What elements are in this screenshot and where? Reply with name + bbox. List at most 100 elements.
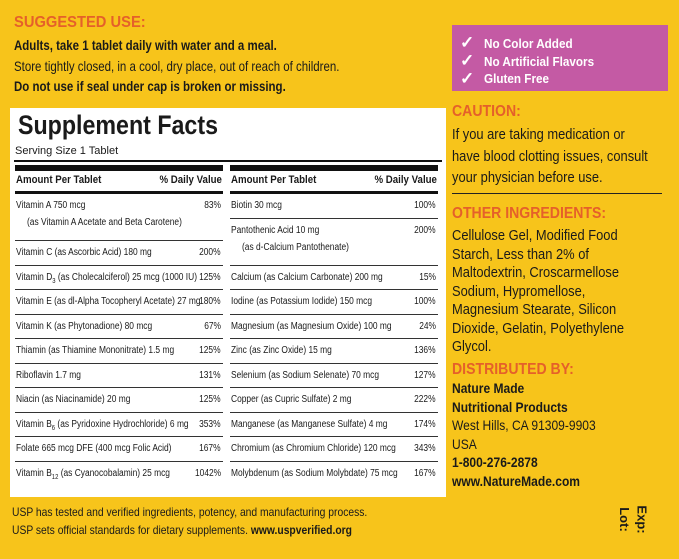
footer-link: www.uspverified.org bbox=[250, 523, 352, 537]
rule bbox=[14, 160, 442, 162]
nutrient-name: Magnesium (as Magnesium Oxide) 100 mg bbox=[231, 321, 392, 332]
daily-value: 67% bbox=[204, 320, 221, 332]
text-line: Glycol. bbox=[452, 338, 492, 355]
nutrient-name: Biotin 30 mcg bbox=[231, 200, 282, 211]
check-icon: ✓ bbox=[460, 69, 475, 88]
nutrient-name: Chromium (as Chromium Chloride) 120 mcg bbox=[231, 443, 396, 454]
nutrient-row: Calcium (as Calcium Carbonate) 200 mg 15% bbox=[230, 266, 438, 290]
name: Vitamin A 750 mcg bbox=[16, 200, 86, 211]
name: Vitamin B bbox=[16, 418, 52, 430]
badge-box bbox=[452, 25, 668, 91]
name: Vitamin B bbox=[16, 467, 52, 479]
facts-title: Supplement Facts bbox=[18, 110, 218, 140]
name: Thiamin (as Thiamine Mononitrate) 1.5 mg bbox=[16, 345, 175, 356]
check-icon: ✓ bbox=[460, 51, 475, 70]
footer-line: USP sets official standards for dietary … bbox=[12, 523, 352, 537]
nutrient-row: Biotin 30 mcg 100% bbox=[230, 194, 438, 219]
nutrient-row: Pantothenic Acid 10 mg (as d-Calcium Pant… bbox=[230, 219, 438, 266]
daily-value: 200% bbox=[199, 247, 221, 258]
detail: (as Cyanocobalamin) 25 mcg bbox=[60, 467, 170, 479]
daily-value: 24% bbox=[419, 320, 436, 332]
instruction: Store tightly closed, in a cool, dry pla… bbox=[14, 57, 340, 74]
daily-value: 222% bbox=[414, 394, 436, 405]
daily-value: 127% bbox=[414, 369, 436, 381]
text-line: Dioxide, Gelatin, Polyethylene bbox=[452, 319, 625, 337]
nutrient-name: Vitamin D3 (as Cholecalciferol) 25 mcg (… bbox=[16, 272, 197, 285]
exp-label: Exp: bbox=[634, 505, 650, 534]
name: Calcium (as Calcium Carbonate) 200 mg bbox=[231, 271, 383, 283]
text-line: www.NatureMade.com bbox=[452, 473, 581, 489]
header-amount: Amount Per Tablet bbox=[16, 174, 102, 186]
supplement-facts: Supplement Facts Serving Size 1 Tablet Amo… bbox=[10, 108, 446, 497]
nutrient-row: Iodine (as Potassium Iodide) 150 mcg 100% bbox=[230, 290, 438, 315]
nutrient-name: Vitamin A 750 mcg bbox=[16, 200, 85, 211]
nutrient-name: Iodine (as Potassium Iodide) 150 mcg bbox=[231, 296, 372, 307]
name: Selenium (as Sodium Selenate) 70 mcg bbox=[231, 369, 380, 381]
detail: (as Cholecalciferol) 25 mcg (1000 IU) bbox=[57, 271, 198, 283]
nutrient-name: Niacin (as Niacinamide) 20 mg bbox=[16, 394, 130, 405]
badge: No Artificial Flavors bbox=[484, 53, 595, 69]
nutrient-name: Molybdenum (as Sodium Molybdate) 75 mcg bbox=[231, 468, 398, 479]
daily-value: 125% bbox=[199, 271, 221, 283]
daily-value: 174% bbox=[414, 418, 436, 430]
daily-value: 167% bbox=[414, 467, 436, 479]
name: Magnesium (as Magnesium Oxide) 100 mg bbox=[231, 320, 392, 332]
text-line: Nature Made bbox=[452, 380, 525, 396]
daily-value: 125% bbox=[199, 345, 221, 356]
facts-column: Amount Per Tablet % Daily Value Vitamin A … bbox=[15, 165, 223, 485]
header-amount: Amount Per Tablet bbox=[231, 174, 317, 186]
name: Vitamin C (as Ascorbic Acid) 180 mg bbox=[16, 247, 152, 258]
nutrient-row: Chromium (as Chromium Chloride) 120 mcg 3… bbox=[230, 437, 438, 462]
text-line: Magnesium Stearate, Silicon bbox=[452, 301, 617, 318]
badge: No Color Added bbox=[484, 36, 573, 51]
daily-value: 131% bbox=[199, 369, 221, 381]
nutrient-row: Molybdenum (as Sodium Molybdate) 75 mcg 1… bbox=[230, 462, 438, 486]
nutrient-name: Copper (as Cupric Sulfate) 2 mg bbox=[231, 394, 351, 405]
column-header: Amount Per Tablet % Daily Value bbox=[230, 171, 438, 194]
text-line: have blood clotting issues, consult bbox=[452, 147, 648, 165]
daily-value: 167% bbox=[199, 443, 221, 454]
text-line: West Hills, CA 91309-9903 bbox=[452, 417, 596, 434]
nutrient-row: Thiamin (as Thiamine Mononitrate) 1.5 mg… bbox=[15, 339, 223, 364]
subscript: 6 bbox=[51, 424, 56, 432]
subscript: 3 bbox=[52, 277, 56, 285]
text-line: 1-800-276-2878 bbox=[452, 454, 538, 471]
instruction: Do not use if seal under cap is broken o… bbox=[14, 78, 286, 94]
nutrient-name: Vitamin B6 (as Pyridoxine Hydrochloride)… bbox=[16, 419, 189, 432]
nutrient-row: Vitamin D3 (as Cholecalciferol) 25 mcg (… bbox=[15, 266, 223, 290]
name: Zinc (as Zinc Oxide) 15 mg bbox=[231, 345, 332, 356]
section-heading: DISTRIBUTED BY: bbox=[452, 361, 574, 378]
nutrient-row: Vitamin E (as dl-Alpha Tocopheryl Acetat… bbox=[15, 290, 223, 315]
text-line: Starch, Less than 2% of bbox=[452, 245, 589, 263]
nutrient-name: Zinc (as Zinc Oxide) 15 mg bbox=[231, 345, 332, 356]
nutrient-note: (as Vitamin A Acetate and Beta Carotene) bbox=[27, 217, 182, 228]
nutrient-name: Riboflavin 1.7 mg bbox=[16, 370, 81, 381]
daily-value: 125% bbox=[199, 394, 221, 405]
header-dv: % Daily Value bbox=[159, 174, 222, 186]
name: Folate 665 mcg DFE (400 mcg Folic Acid) bbox=[16, 443, 172, 454]
daily-value: 200% bbox=[414, 224, 436, 236]
daily-value: 100% bbox=[414, 296, 436, 307]
daily-value: 83% bbox=[204, 200, 221, 211]
text-line: Nutritional Products bbox=[452, 398, 568, 415]
nutrient-name: Vitamin E (as dl-Alpha Tocopheryl Acetat… bbox=[16, 296, 201, 307]
section-heading: CAUTION: bbox=[452, 103, 521, 120]
subscript: 12 bbox=[51, 473, 59, 481]
nutrient-name: Manganese (as Manganese Sulfate) 4 mg bbox=[231, 419, 387, 430]
nutrient-name: Vitamin K (as Phytonadione) 80 mcg bbox=[16, 321, 152, 332]
nutrient-name: Vitamin B12 (as Cyanocobalamin) 25 mcg bbox=[16, 468, 170, 481]
check-icon: ✓ bbox=[460, 33, 475, 52]
daily-value: 180% bbox=[199, 296, 221, 307]
daily-value: 343% bbox=[414, 443, 436, 454]
nutrient-row: Vitamin B6 (as Pyridoxine Hydrochloride)… bbox=[15, 413, 223, 437]
nutrient-name: Thiamin (as Thiamine Mononitrate) 1.5 mg bbox=[16, 345, 174, 356]
nutrient-row: Niacin (as Niacinamide) 20 mg 125% bbox=[15, 388, 223, 413]
nutrient-row: Vitamin B12 (as Cyanocobalamin) 25 mcg 10… bbox=[15, 462, 223, 486]
header-dv: % Daily Value bbox=[374, 174, 437, 186]
nutrient-name: Selenium (as Sodium Selenate) 70 mcg bbox=[231, 370, 379, 381]
nutrient-row: Folate 665 mcg DFE (400 mcg Folic Acid) 1… bbox=[15, 437, 223, 462]
name: Copper (as Cupric Sulfate) 2 mg bbox=[231, 394, 352, 405]
name: Manganese (as Manganese Sulfate) 4 mg bbox=[231, 418, 388, 430]
badge: Gluten Free bbox=[484, 71, 550, 86]
